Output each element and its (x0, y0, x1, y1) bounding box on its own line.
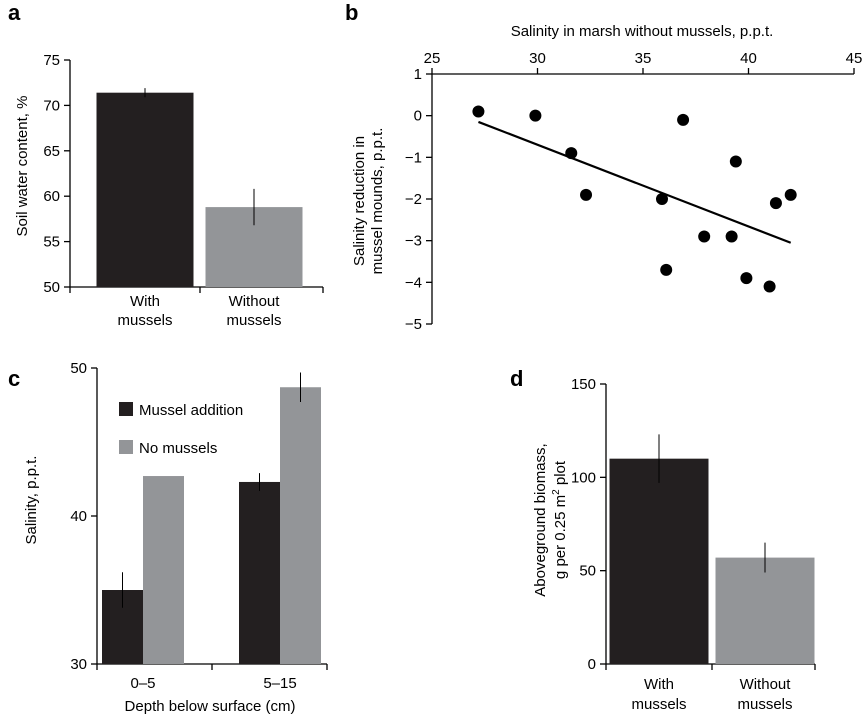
panel-c-legend-label: No mussels (139, 440, 217, 457)
panel-a-ytick-label: 70 (43, 97, 60, 114)
panel-b-point (565, 147, 578, 160)
panel-c-ytick-label: 50 (70, 360, 87, 377)
panel-d-ylabel-superscript: 2 (551, 489, 562, 495)
panel-d-ylabel-line1: Aboveground biomass, (532, 443, 549, 596)
panel-b-point (725, 230, 738, 243)
panel-b-ytick-label: −1 (405, 149, 422, 166)
panel-c-legend: Mussel addition No mussels (119, 402, 243, 457)
panel-a-category-label: mussels (226, 312, 281, 329)
panel-c-ytick-label: 30 (70, 656, 87, 673)
panel-b-point (763, 280, 776, 293)
panel-b-ylabel-line1: Salinity reduction in (351, 136, 368, 266)
panel-b-point (580, 188, 593, 201)
panel-d-ylabel-tail: plot (552, 460, 569, 489)
panel-b-point (729, 155, 742, 168)
panel-b-letter: b (345, 0, 358, 25)
panel-c-category-label: 5–15 (263, 675, 296, 692)
panel-c-ytick-label: 40 (70, 508, 87, 525)
panel-b-trendline (478, 120, 792, 244)
panel-d-ytick-label: 100 (571, 469, 596, 486)
panel-b-xtick-label: 40 (740, 50, 757, 67)
panel-b-ylabel-line2: mussel mounds, p.p.t. (369, 128, 386, 275)
panel-d-ylabel-part: g per 0.25 m (552, 495, 569, 579)
panel-b-point (769, 197, 782, 210)
panel-c-bar (239, 481, 280, 664)
panel-b-point (529, 109, 542, 122)
panel-b-xtick-label: 30 (529, 50, 546, 67)
panel-d-category-label: mussels (631, 696, 686, 713)
panel-d-ylabel-line2: g per 0.25 m2 plot (551, 460, 569, 579)
panel-a-category-label: With (130, 293, 160, 310)
panel-b-point (698, 230, 711, 243)
panel-b-point (784, 188, 797, 201)
panel-a-category-label: mussels (117, 312, 172, 329)
panel-c-category-label: 0–5 (130, 675, 155, 692)
panel-c-bar (143, 476, 184, 664)
panel-b-xtick-label: 25 (424, 50, 441, 67)
panel-c-legend-label: Mussel addition (139, 402, 243, 419)
panel-b-point (660, 263, 673, 276)
panel-a-ytick-label: 65 (43, 143, 60, 160)
panel-c-xlabel: Depth below surface (cm) (125, 698, 296, 715)
panel-b-point (740, 272, 753, 285)
panel-d-bar (715, 557, 815, 664)
panel-d-ytick-label: 50 (579, 563, 596, 580)
panel-b-xtick-label: 45 (846, 50, 863, 67)
panel-b-ytick-label: −3 (405, 233, 422, 250)
panel-b: b Salinity in marsh without mussels, p.p… (345, 0, 862, 333)
panel-b-ytick-label: 0 (414, 108, 422, 125)
panel-d-letter: d (510, 366, 523, 391)
panel-a-ylabel: Soil water content, % (14, 96, 31, 237)
panel-c-bar (280, 387, 321, 664)
panel-a-category-label: Without (229, 293, 281, 310)
panel-b-ytick-label: −2 (405, 191, 422, 208)
panel-b-point (655, 193, 668, 205)
panel-a-letter: a (8, 0, 21, 25)
panel-d-category-label: With (644, 676, 674, 693)
panel-b-xtick-label: 35 (635, 50, 652, 67)
panel-c-legend-swatch (119, 402, 133, 416)
panel-c-ylabel: Salinity, p.p.t. (23, 456, 40, 545)
panel-b-point (677, 113, 690, 126)
panel-b-ytick-label: −5 (405, 316, 422, 333)
panel-d-ytick-label: 150 (571, 376, 596, 393)
panel-c-letter: c (8, 366, 20, 391)
panel-c: c Salinity, p.p.t. Depth below surface (… (8, 360, 328, 715)
panel-c-legend-swatch (119, 440, 133, 454)
panel-b-ytick-label: 1 (414, 66, 422, 83)
panel-d-category-label: mussels (737, 696, 792, 713)
panel-b-xlabel: Salinity in marsh without mussels, p.p.t… (511, 23, 774, 40)
panel-a: a Soil water content, % 50 55 60 65 70 75 With… (8, 0, 324, 329)
panel-a-ytick-label: 55 (43, 234, 60, 251)
panel-a-ytick-label: 60 (43, 188, 60, 205)
panel-d: d Aboveground biomass, g per 0.25 m2 plo… (510, 366, 816, 713)
panel-d-category-label: Without (740, 676, 792, 693)
panel-b-point (472, 105, 485, 118)
panel-d-bar (609, 458, 709, 664)
panel-b-ytick-label: −4 (405, 274, 422, 291)
panel-a-bar (96, 92, 194, 287)
panel-a-ytick-label: 50 (43, 279, 60, 296)
panel-d-ytick-label: 0 (588, 656, 596, 673)
panel-a-ytick-label: 75 (43, 52, 60, 69)
